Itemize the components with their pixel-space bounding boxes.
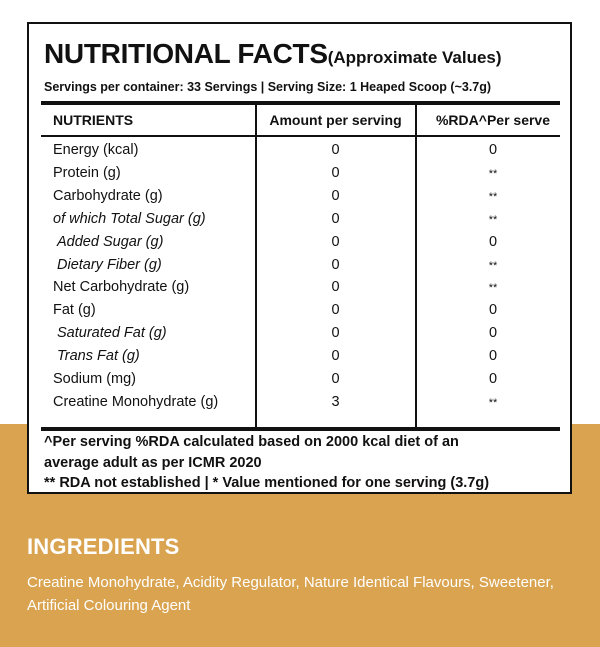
panel-title: NUTRITIONAL FACTS(Approximate Values) [44, 38, 502, 70]
nutrient-name: Saturated Fat (g) [57, 325, 167, 342]
header-nutrients: NUTRIENTS [53, 112, 134, 128]
title-main: NUTRITIONAL FACTS [44, 38, 328, 69]
nutrient-row: Saturated Fat (g) 0 0 [29, 325, 570, 348]
nutrient-row: Trans Fat (g) 0 0 [29, 348, 570, 371]
nutrient-rda: 0 [488, 325, 498, 342]
nutrient-name: Dietary Fiber (g) [57, 256, 162, 273]
nutrient-amount: 0 [331, 302, 340, 319]
nutrient-name: of which Total Sugar (g) [53, 210, 206, 227]
nutrient-amount: 0 [331, 279, 340, 296]
nutrient-amount: 0 [331, 348, 340, 365]
header-amount: Amount per serving [269, 112, 402, 128]
nutrient-row: Carbohydrate (g) 0 ** [29, 188, 570, 211]
nutrient-rda: 0 [488, 302, 498, 319]
footnote-line-3: ** RDA not established | * Value mention… [44, 475, 490, 491]
title-subtitle: (Approximate Values) [327, 48, 502, 67]
nutrient-rda: ** [488, 190, 498, 203]
column-divider-2 [415, 104, 417, 427]
header-rda: %RDA^Per serve [435, 112, 550, 128]
nutrient-row: Net Carbohydrate (g) 0 ** [29, 279, 570, 302]
nutrient-rda: ** [488, 259, 498, 272]
nutrient-name: Creatine Monohydrate (g) [53, 393, 219, 410]
nutrient-row: of which Total Sugar (g) 0 ** [29, 211, 570, 234]
nutrient-amount: 0 [331, 210, 340, 227]
nutrient-name: Protein (g) [53, 164, 121, 181]
nutrient-amount: 0 [331, 187, 340, 204]
nutrient-amount: 0 [331, 233, 340, 250]
nutrient-name: Fat (g) [53, 302, 96, 319]
nutrient-row: Fat (g) 0 0 [29, 302, 570, 325]
nutrient-rda: ** [488, 213, 498, 226]
nutrient-row: Sodium (mg) 0 0 [29, 371, 570, 394]
nutrient-amount: 0 [331, 371, 340, 387]
ingredients-title: INGREDIENTS [27, 534, 180, 559]
nutrient-rda: 0 [488, 142, 498, 158]
nutrient-row: Dietary Fiber (g) 0 ** [29, 257, 570, 280]
nutrient-amount: 0 [331, 142, 340, 158]
nutrient-rda: 0 [488, 371, 498, 387]
nutrient-name: Carbohydrate (g) [53, 187, 163, 204]
footnote-line-2: average adult as per ICMR 2020 [44, 455, 262, 471]
nutrient-name: Trans Fat (g) [57, 348, 140, 365]
ingredients-text: Creatine Monohydrate, Acidity Regulator,… [27, 574, 554, 614]
nutrient-rda: ** [488, 167, 498, 180]
nutrient-amount: 0 [331, 325, 340, 342]
rule-header [41, 135, 560, 137]
rule-top [41, 101, 560, 105]
nutrient-amount: 0 [331, 256, 340, 273]
nutrient-amount: 3 [331, 393, 340, 410]
nutrient-row: Energy (kcal) 0 0 [29, 142, 570, 165]
nutrient-row: Added Sugar (g) 0 0 [29, 234, 570, 257]
servings-info: Servings per container: 33 Servings | Se… [44, 80, 492, 94]
footnote-line-1: ^Per serving %RDA calculated based on 20… [44, 434, 459, 450]
nutrient-name: Net Carbohydrate (g) [53, 279, 190, 296]
nutrient-name: Energy (kcal) [53, 142, 139, 158]
nutrient-rda: 0 [488, 233, 498, 250]
column-divider-1 [255, 104, 257, 427]
nutrient-rda: ** [488, 282, 498, 295]
nutrient-amount: 0 [331, 164, 340, 181]
nutrient-rda: ** [488, 396, 498, 409]
nutrient-name: Added Sugar (g) [57, 233, 164, 250]
nutrient-rda: 0 [488, 348, 498, 365]
nutrition-facts-panel: NUTRITIONAL FACTS(Approximate Values) Se… [27, 22, 572, 494]
nutrient-name: Sodium (mg) [53, 371, 136, 387]
rule-bottom [41, 427, 560, 431]
nutrient-row: Protein (g) 0 ** [29, 165, 570, 188]
nutrient-row: Creatine Monohydrate (g) 3 ** [29, 394, 570, 417]
